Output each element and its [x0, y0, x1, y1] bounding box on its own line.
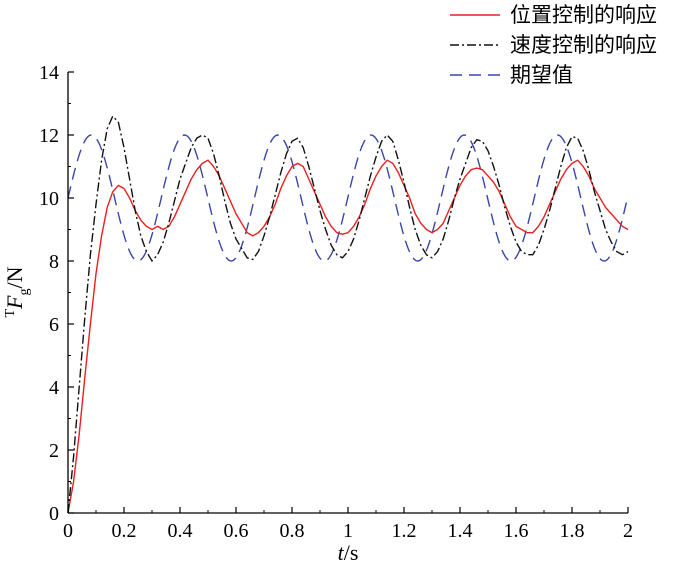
x-axis-label: t/s: [338, 540, 359, 565]
series-line-1: [67, 114, 629, 514]
y-tick-label: 4: [49, 377, 59, 399]
y-tick-label: 12: [39, 125, 59, 147]
y-tick-label: 8: [49, 251, 59, 273]
x-tick-label: 0.8: [280, 520, 305, 542]
y-tick-label: 0: [49, 503, 59, 525]
x-tick-label: 1.4: [448, 520, 473, 542]
axes: [67, 72, 628, 514]
y-axis-label: TFg/N: [2, 266, 32, 317]
plot-lines: [67, 114, 629, 514]
legend-label-0: 位置控制的响应: [510, 3, 657, 27]
y-tick-label: 14: [39, 62, 59, 84]
y-tick-label: 6: [49, 314, 59, 336]
axis-labels: t/s TFg/N: [2, 266, 358, 565]
legend-label-1: 速度控制的响应: [510, 33, 657, 57]
x-tick-label: 0.6: [224, 520, 249, 542]
x-tick-label: 2: [623, 520, 633, 542]
x-tick-label: 1.6: [504, 520, 529, 542]
x-tick-label: 1: [343, 520, 353, 542]
x-tick-label: 1.2: [392, 520, 417, 542]
ticks: 0 0.2 0.4 0.6 0.8 1 1.2 1.4 1.6 1.8 2 0 2 4 6 8 10 12 14: [39, 62, 633, 542]
x-tick-label: 0: [63, 520, 73, 542]
x-tick-label: 0.4: [168, 520, 193, 542]
legend-label-2: 期望值: [510, 63, 573, 87]
x-tick-label: 1.8: [560, 520, 585, 542]
series-line-0: [67, 159, 629, 514]
x-tick-label: 0.2: [112, 520, 137, 542]
y-tick-label: 2: [49, 440, 59, 462]
y-tick-label: 10: [39, 188, 59, 210]
series-line-2: [67, 134, 629, 262]
